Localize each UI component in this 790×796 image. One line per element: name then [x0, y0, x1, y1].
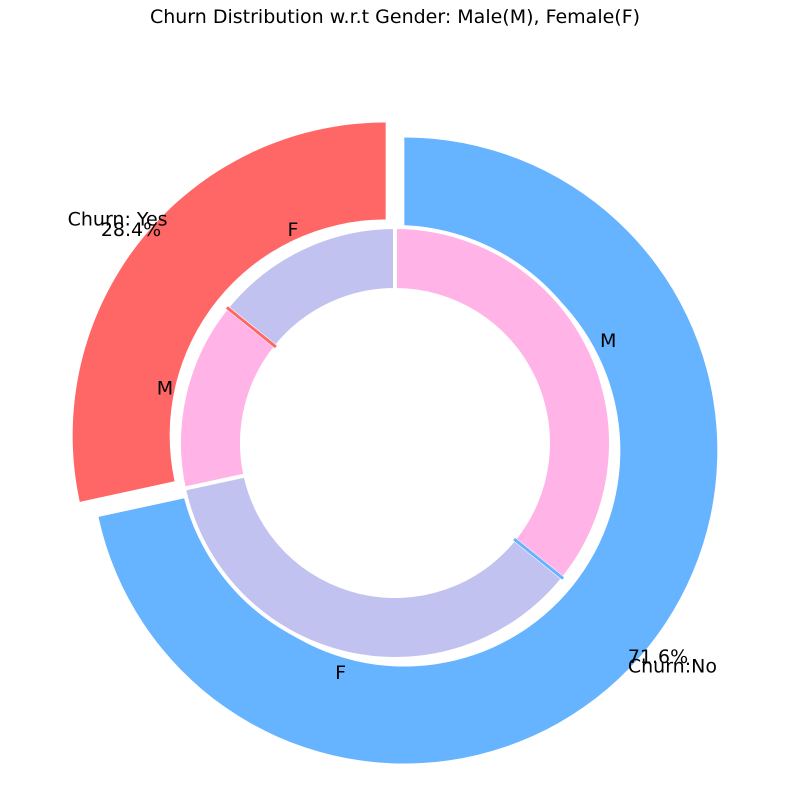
outer-percent-churn-yes: 28.4% [101, 219, 161, 241]
inner-ring [177, 224, 613, 661]
inner-separator-line [225, 306, 277, 349]
inner-slice-churn-no-f [181, 473, 566, 661]
inner-separator-line [513, 537, 565, 580]
inner-label-churn-yes-f: F [288, 219, 299, 241]
outer-label-churn-no: Churn:No [628, 656, 717, 678]
outer-label-churn-yes: Churn: Yes [68, 208, 168, 230]
inner-slice-churn-no-m [393, 224, 613, 582]
inner-label-churn-no-m: M [600, 330, 616, 352]
outer-ring [72, 122, 718, 764]
inner-label-churn-no-f: F [335, 662, 346, 684]
chart-title: Churn Distribution w.r.t Gender: Male(M)… [149, 6, 641, 28]
outer-slice-churn-yes [72, 122, 386, 502]
outer-percent-churn-no: 71.6% [628, 646, 688, 668]
inner-label-churn-yes-m: M [157, 378, 173, 400]
